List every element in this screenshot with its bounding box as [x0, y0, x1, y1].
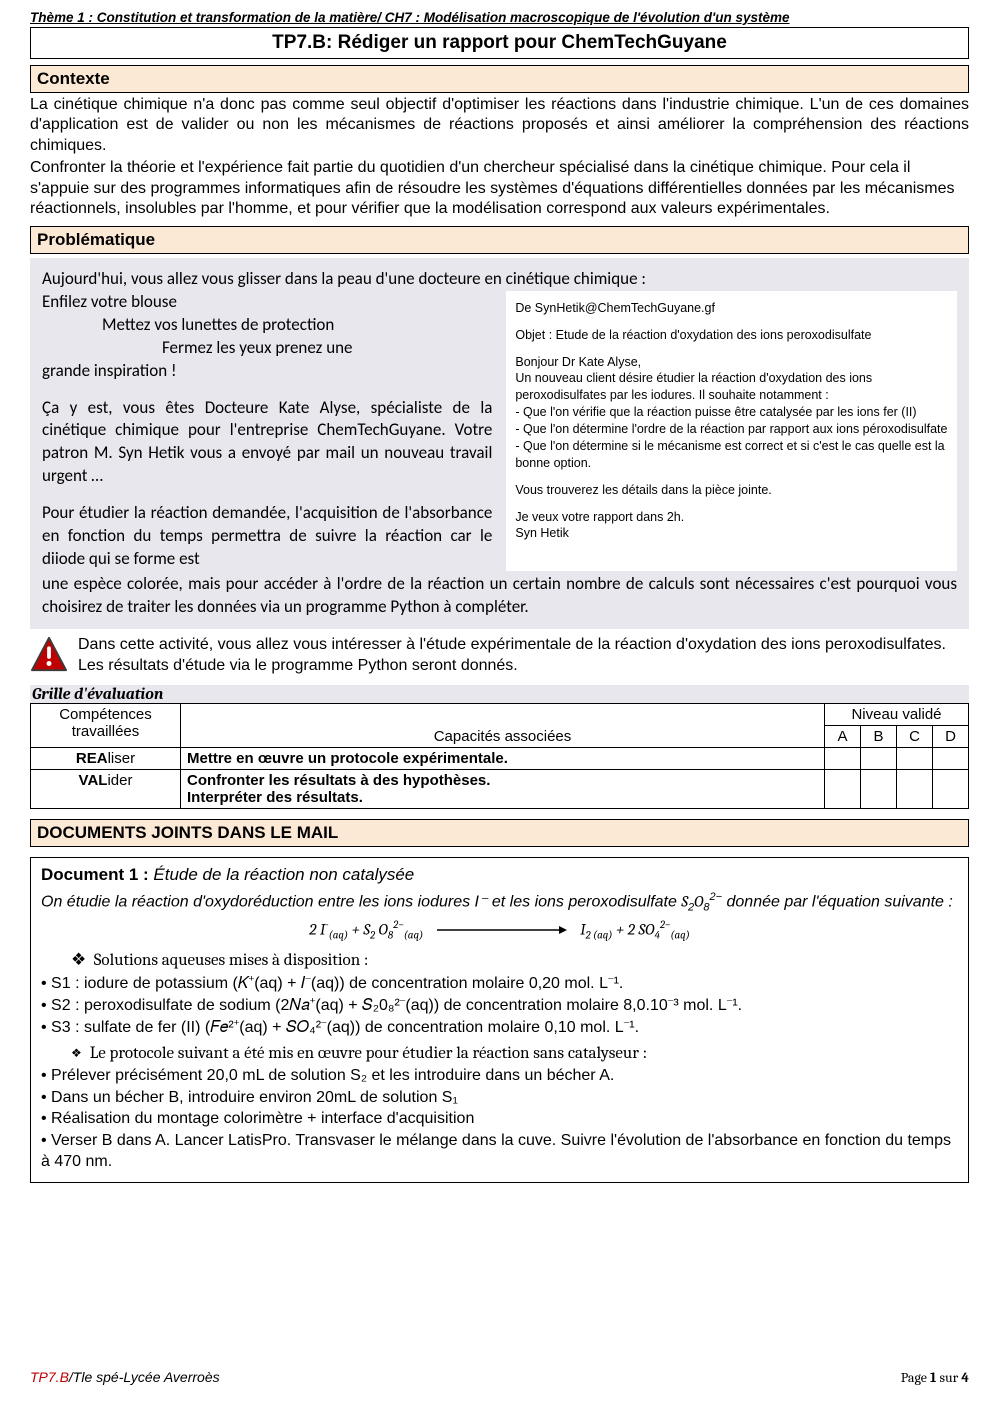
- scenario-l1: Enfilez votre blouse: [42, 291, 492, 314]
- scenario-l3: Fermez les yeux prenez une: [42, 337, 492, 360]
- document-1-box: Document 1 : Étude de la réaction non ca…: [30, 857, 969, 1183]
- scenario-l3b: grande inspiration !: [42, 360, 492, 383]
- email-sign: Syn Hetik: [515, 525, 948, 542]
- grille-col-niveau: Niveau validé: [825, 703, 969, 725]
- grille-cell: [825, 747, 861, 769]
- grille-cell: [861, 747, 897, 769]
- doc1-protocol: • Prélever précisément 20,0 mL de soluti…: [41, 1066, 958, 1173]
- grille-col-cap: Capacités associées: [181, 703, 825, 747]
- doc1-p4: • Verser B dans A. Lancer LatisPro. Tran…: [41, 1131, 958, 1173]
- section-contexte-heading: Contexte: [30, 65, 969, 93]
- scenario-left-col: Enfilez votre blouse Mettez vos lunettes…: [42, 291, 492, 571]
- grille-cell: [897, 769, 933, 808]
- email-b2: - Que l'on vérifie que la réaction puiss…: [515, 404, 948, 421]
- doc1-title: Document 1 : Étude de la réaction non ca…: [41, 864, 958, 886]
- doc1-s3: • S3 : sulfate de fer (II) (𝐹𝑒²⁺(aq) + 𝑆…: [41, 1018, 958, 1039]
- doc1-s2: • S2 : peroxodisulfate de sodium (2𝑁𝑎⁺(a…: [41, 996, 958, 1017]
- doc1-s1: • S1 : iodure de potassium (𝐾⁺(aq) + 𝐼⁻(…: [41, 974, 958, 995]
- warning-icon: [30, 635, 68, 673]
- grille-cell: [861, 769, 897, 808]
- grille-heading: Grille d'évaluation: [30, 685, 969, 703]
- email-b5: Vous trouverez les détails dans la pièce…: [515, 482, 948, 499]
- reaction-arrow-icon: [437, 921, 567, 942]
- footer-right: Page 1 sur 4: [901, 1369, 969, 1386]
- doc1-intro: On étudie la réaction d'oxydoréduction e…: [41, 890, 958, 915]
- grille-row2-comp: VALider: [31, 769, 181, 808]
- footer-left: TP7.B/Tle spé-Lycée Averroès: [30, 1369, 220, 1386]
- doc1-proto-head: ❖Le protocole suivant a été mis en œuvre…: [41, 1043, 958, 1065]
- grille-col-comp: Compétencestravaillées: [31, 703, 181, 747]
- scenario-l2: Mettez vos lunettes de protection: [42, 314, 492, 337]
- section-problematique-heading: Problématique: [30, 226, 969, 254]
- email-b1: Un nouveau client désire étudier la réac…: [515, 370, 948, 404]
- email-b3: - Que l'on détermine l'ordre de la réact…: [515, 421, 948, 438]
- grille-cell: [933, 769, 969, 808]
- grille-level-c: C: [897, 725, 933, 747]
- grille-row2-cap: Confronter les résultats à des hypothèse…: [181, 769, 825, 808]
- grille-cell: [933, 747, 969, 769]
- grille-cell: [825, 769, 861, 808]
- doc1-solutions: • S1 : iodure de potassium (𝐾⁺(aq) + 𝐼⁻(…: [41, 974, 958, 1038]
- contexte-p1: La cinétique chimique n'a donc pas comme…: [30, 95, 969, 156]
- email-b6: Je veux votre rapport dans 2h.: [515, 509, 948, 526]
- grille-level-a: A: [825, 725, 861, 747]
- grille-level-b: B: [861, 725, 897, 747]
- scenario-panel: Aujourd'hui, vous allez vous glisser dan…: [30, 258, 969, 629]
- page-footer: TP7.B/Tle spé-Lycée Averroès Page 1 sur …: [30, 1369, 969, 1386]
- grille-row1-cap: Mettre en œuvre un protocole expérimenta…: [181, 747, 825, 769]
- grille-cell: [897, 747, 933, 769]
- email-subject: Objet : Etude de la réaction d'oxydation…: [515, 327, 948, 344]
- grille-row1-comp: REAliser: [31, 747, 181, 769]
- email-greeting: Bonjour Dr Kate Alyse,: [515, 354, 948, 371]
- grille-level-d: D: [933, 725, 969, 747]
- page-title-bar: TP7.B: Rédiger un rapport pour ChemTechG…: [30, 27, 969, 59]
- doc1-p1: • Prélever précisément 20,0 mL de soluti…: [41, 1066, 958, 1087]
- email-b4: - Que l'on détermine si le mécanisme est…: [515, 438, 948, 472]
- scenario-left-para2a: Pour étudier la réaction demandée, l'acq…: [42, 502, 492, 571]
- email-box: De SynHetik@ChemTechGuyane.gf Objet : Et…: [506, 291, 957, 571]
- docs-heading: DOCUMENTS JOINTS DANS LE MAIL: [30, 819, 969, 847]
- doc1-solutions-head: ❖ Solutions aqueuses mises à disposition…: [71, 949, 958, 972]
- scenario-intro: Aujourd'hui, vous allez vous glisser dan…: [42, 268, 957, 291]
- email-from: De SynHetik@ChemTechGuyane.gf: [515, 300, 948, 317]
- contexte-p2: Confronter la théorie et l'expérience fa…: [30, 158, 969, 219]
- warning-text: Dans cette activité, vous allez vous int…: [78, 635, 969, 677]
- scenario-bottom: une espèce colorée, mais pour accéder à …: [42, 573, 957, 619]
- doc1-equation: 2 I-(aq) + S2 O82−(aq) I2 (aq) + 2 SO42−…: [41, 918, 958, 943]
- grille-table: Compétencestravaillées Capacités associé…: [30, 703, 969, 809]
- doc1-p3: • Réalisation du montage colorimètre + i…: [41, 1109, 958, 1130]
- warning-row: Dans cette activité, vous allez vous int…: [30, 635, 969, 677]
- scenario-left-para: Ça y est, vous êtes Docteure Kate Alyse,…: [42, 397, 492, 489]
- doc1-p2: • Dans un bécher B, introduire environ 2…: [41, 1088, 958, 1109]
- theme-line: Thème 1 : Constitution et transformation…: [30, 10, 969, 25]
